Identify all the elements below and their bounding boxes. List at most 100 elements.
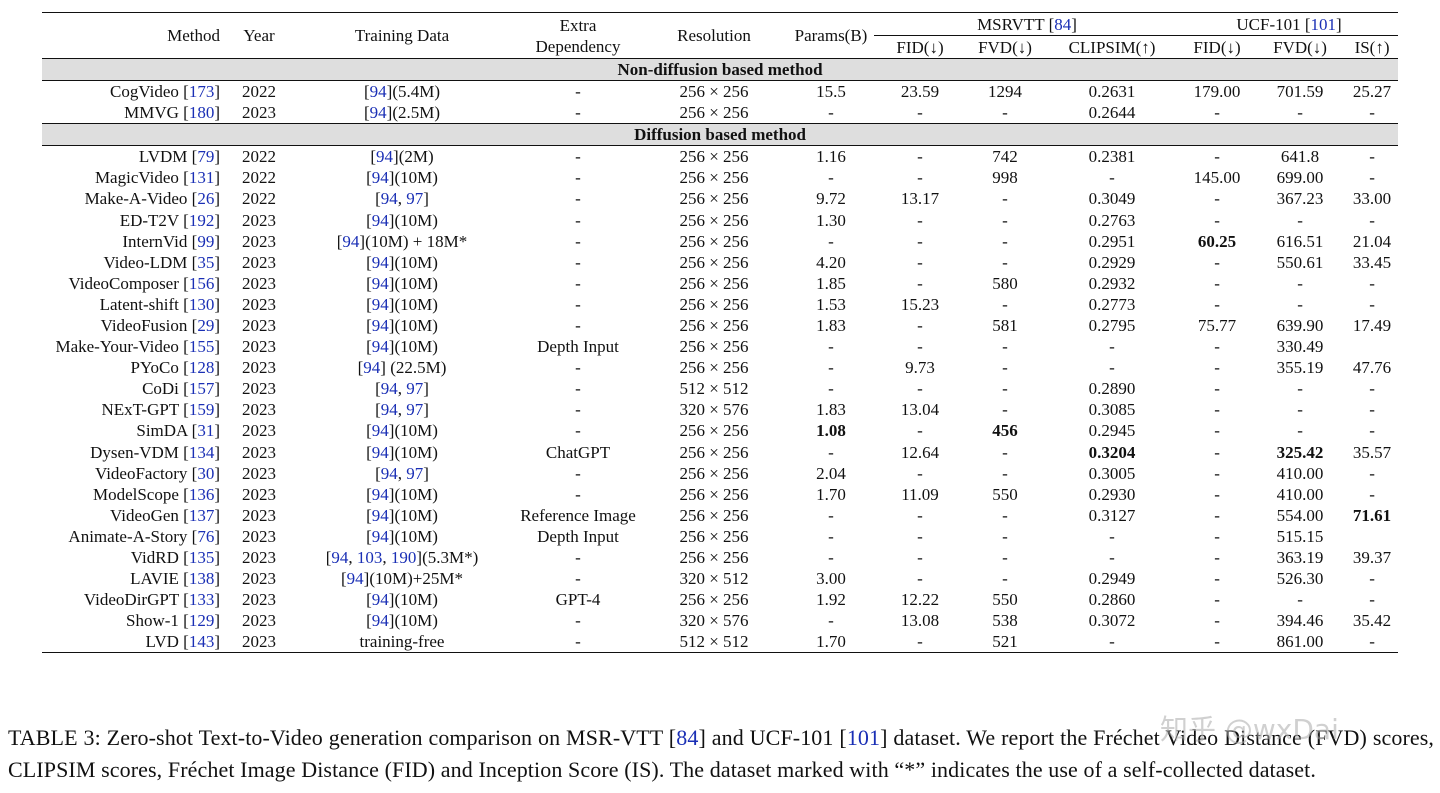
citation-link[interactable]: 192 (188, 210, 215, 230)
citation-link[interactable]: 180 (188, 103, 215, 123)
cell-params: - (828, 548, 834, 568)
citation-link[interactable]: 128 (188, 358, 215, 378)
cell-resolution: 256 × 256 (679, 337, 749, 357)
citation-link[interactable]: 94 (371, 526, 389, 546)
citation-link[interactable]: 94 (371, 315, 389, 335)
citation-link[interactable]: 26 (197, 189, 215, 209)
cell-msrvtt-fid: 23.59 (900, 82, 940, 102)
citation-link[interactable]: 190 (390, 548, 417, 568)
citation-link[interactable]: 157 (188, 379, 215, 399)
citation-link[interactable]: 94 (371, 168, 389, 188)
citation-link[interactable]: 94 (380, 189, 398, 209)
citation-link[interactable]: 136 (188, 484, 215, 504)
cell-ucf-fvd: 526.30 (1276, 569, 1324, 589)
cell-resolution: 320 × 512 (679, 569, 749, 589)
citation-link[interactable]: 94 (331, 548, 349, 568)
citation-link[interactable]: 137 (188, 505, 215, 525)
citation-link[interactable]: 94 (380, 379, 398, 399)
cell-params: 1.70 (816, 632, 846, 652)
cell-msrvtt-clipsim: 0.2631 (1088, 82, 1136, 102)
cell-params: - (828, 231, 834, 251)
cell-ucf-fid: 179.00 (1193, 82, 1241, 102)
citation-link[interactable]: 94 (371, 210, 389, 230)
cell-resolution: 256 × 256 (679, 147, 749, 167)
citation-link[interactable]: 134 (188, 442, 215, 462)
citation-link[interactable]: 94 (380, 463, 398, 483)
cell-ucf-is: 25.27 (1352, 82, 1392, 102)
citation-link[interactable]: 94 (371, 590, 389, 610)
cell-msrvtt-fvd: - (1002, 189, 1008, 209)
citation-link[interactable]: 94 (371, 611, 389, 631)
citation-link[interactable]: 94 (371, 337, 389, 357)
cell-resolution: 256 × 256 (679, 252, 749, 272)
citation-link[interactable]: 94 (363, 358, 381, 378)
citation-link[interactable]: 94 (371, 484, 389, 504)
citation-link[interactable]: 103 (356, 548, 383, 568)
citation-link[interactable]: 97 (406, 189, 424, 209)
citation-link[interactable]: 35 (197, 252, 215, 272)
citation-link[interactable]: 84 (676, 725, 699, 750)
method-name: InternVid (122, 231, 188, 251)
cell-ucf-fid: - (1214, 590, 1220, 610)
table-row: VideoFactory [30] 2023 [94, 97] - 256 × 256 2… (42, 463, 1398, 484)
citation-link[interactable]: 94 (371, 273, 389, 293)
citation-link[interactable]: 159 (188, 400, 215, 420)
cell-ucf-fvd: 363.19 (1276, 548, 1324, 568)
table-row: Make-Your-Video [155] 2023 [94](10M) Depth … (42, 336, 1398, 357)
citation-link[interactable]: 131 (188, 168, 215, 188)
cell-msrvtt-fid: - (917, 252, 923, 272)
cell-msrvtt-clipsim: 0.3049 (1088, 189, 1136, 209)
citation-link[interactable]: 30 (197, 463, 215, 483)
method-name: Animate-A-Story (68, 526, 188, 546)
cell-ucf-fvd: - (1297, 210, 1303, 230)
citation-link[interactable]: 133 (188, 590, 215, 610)
citation-link[interactable]: 76 (197, 526, 215, 546)
citation-link[interactable]: 31 (197, 421, 215, 441)
citation-link[interactable]: 156 (188, 273, 215, 293)
citation-link[interactable]: 99 (197, 231, 215, 251)
citation-link[interactable]: 94 (376, 147, 394, 167)
citation-link[interactable]: 84 (1054, 14, 1072, 34)
table-row: Video-LDM [35] 2023 [94](10M) - 256 × 256 4.2… (42, 252, 1398, 273)
cell-method: Make-A-Video [26] (84, 189, 220, 209)
citation-link[interactable]: 101 (1310, 14, 1337, 34)
citation-link[interactable]: 94 (371, 294, 389, 314)
citation-link[interactable]: 79 (197, 147, 215, 167)
citation-link[interactable]: 97 (406, 463, 424, 483)
cell-msrvtt-clipsim: 0.3204 (1044, 442, 1180, 463)
cell-msrvtt-fid: 12.64 (900, 442, 940, 462)
citation-link[interactable]: 94 (346, 569, 364, 589)
cell-ucf-fvd: - (1297, 273, 1303, 293)
cell-method: MagicVideo [131] (94, 168, 220, 188)
citation-link[interactable]: 94 (371, 442, 389, 462)
citation-link[interactable]: 94 (369, 82, 387, 102)
training-data-text: (2.5M) (392, 103, 441, 123)
table-row: CoDi [157] 2023 [94, 97] - 512 × 512 - - - 0.289… (42, 378, 1398, 399)
citation-link[interactable]: 94 (371, 252, 389, 272)
citation-link[interactable]: 143 (188, 632, 215, 652)
citation-link[interactable]: 101 (846, 725, 881, 750)
citation-link[interactable]: 94 (371, 421, 389, 441)
cell-msrvtt-clipsim: - (1109, 632, 1115, 652)
msrvtt-label: MSRVTT (977, 14, 1045, 34)
citation-link[interactable]: 94 (371, 505, 389, 525)
cell-ucf-is: - (1369, 273, 1375, 293)
citation-link[interactable]: 29 (197, 315, 215, 335)
citation-link[interactable]: 97 (406, 379, 424, 399)
citation-link[interactable]: 135 (188, 548, 215, 568)
cell-training-data: [94](10M) (366, 315, 438, 335)
training-data-text: (22.5M) (385, 358, 447, 378)
citation-link[interactable]: 138 (188, 569, 215, 589)
cell-method: VideoDirGPT [133] (83, 590, 220, 610)
citation-link[interactable]: 155 (188, 337, 215, 357)
citation-link[interactable]: 129 (188, 611, 215, 631)
citation-link[interactable]: 94 (342, 231, 360, 251)
citation-link[interactable]: 130 (188, 294, 215, 314)
cell-method: VidRD [135] (130, 548, 220, 568)
citation-link[interactable]: 97 (406, 400, 424, 420)
cell-method: LVDM [79] (138, 147, 220, 167)
cell-extra-dependency: - (575, 484, 581, 504)
citation-link[interactable]: 94 (369, 103, 387, 123)
citation-link[interactable]: 173 (188, 82, 215, 102)
citation-link[interactable]: 94 (380, 400, 398, 420)
